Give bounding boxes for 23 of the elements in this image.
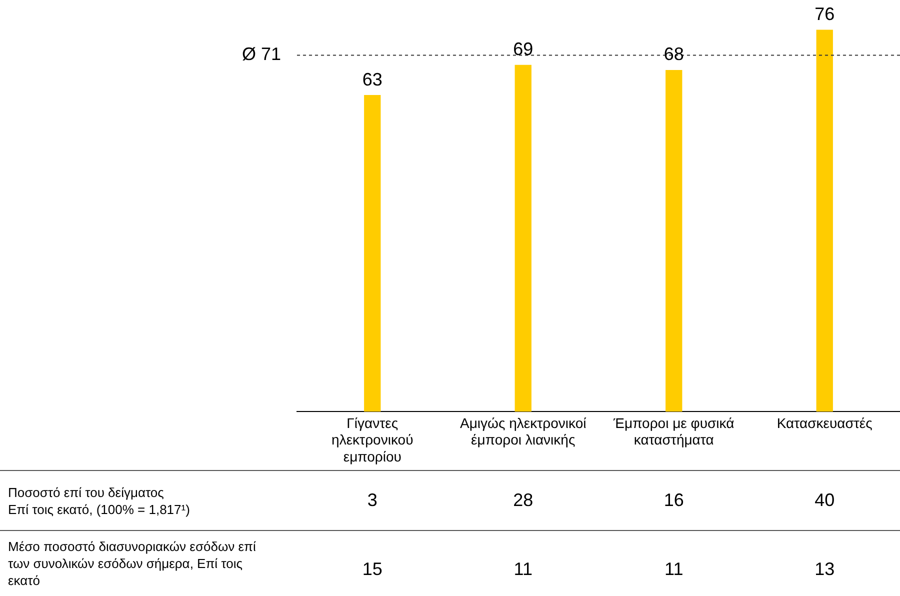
bar: [816, 30, 833, 412]
text: 15: [361, 558, 384, 580]
text: 3: [366, 490, 378, 511]
bar: [666, 70, 682, 412]
text: 40: [814, 490, 836, 511]
data-label: 63: [362, 69, 382, 90]
x-tick-label: Κατασκευαστές: [776, 414, 873, 431]
text: 16: [662, 490, 685, 511]
text: 11: [664, 558, 684, 580]
x-tick-label: Αμιγώς ηλεκτρονικοί έμποροι λιανικής: [460, 414, 586, 448]
bar: [514, 64, 532, 412]
text: 11: [512, 558, 534, 580]
text: Μέσο ποσοστό διασυνοριακών εσόδων επί των συνολικών εσόδων σήμερα, Επί τοις εκατό: [7, 538, 257, 588]
data-label: 69: [513, 39, 534, 60]
x-tick-label: Έμποροι με φυσικά καταστήματα: [612, 414, 734, 448]
x-tick-label: Γίγαντες ηλεκτρονικού εμπορίου: [332, 414, 414, 464]
text: 13: [814, 558, 836, 580]
data-label: 76: [814, 4, 835, 24]
bar: [364, 95, 381, 412]
ref-line-label: Ø 71: [242, 44, 281, 64]
data-label: 68: [664, 44, 684, 64]
text: Ποσοστό επί του δείγματος Επί τοις εκατό, (100% = 1,817¹): [7, 484, 191, 518]
text: 28: [512, 490, 534, 511]
